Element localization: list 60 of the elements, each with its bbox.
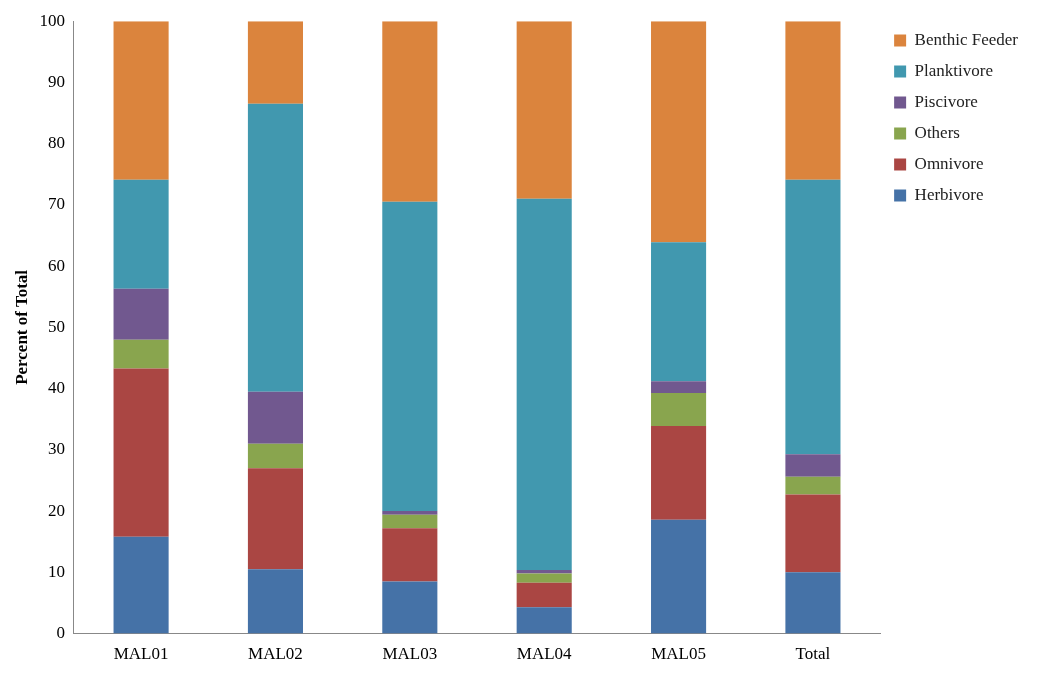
- bar: [113, 288, 169, 340]
- bar: [113, 21, 169, 180]
- bar: [516, 582, 572, 608]
- x-tick-label: MAL03: [382, 644, 438, 664]
- bar: [247, 21, 303, 104]
- y-tick-label: 0: [56, 623, 65, 643]
- x-tick-label: MAL05: [651, 644, 706, 664]
- x-tick-label: MAL04: [516, 644, 573, 664]
- bar: [516, 573, 572, 583]
- bar: [651, 242, 707, 382]
- bar: [516, 198, 572, 570]
- legend-label: Benthic Feeder: [914, 29, 1019, 49]
- legend-label: Planktivore: [914, 60, 994, 80]
- y-axis-title: Percent of Total: [11, 269, 31, 385]
- bar: [785, 21, 841, 180]
- bar: [113, 368, 169, 537]
- bar: [651, 381, 707, 393]
- legend-label: Herbivore: [914, 184, 984, 204]
- bar: [382, 581, 438, 634]
- bar: [785, 454, 841, 477]
- bar: [247, 391, 303, 444]
- bar: [651, 426, 707, 520]
- bar: [516, 607, 572, 634]
- bar: [247, 468, 303, 570]
- y-tick-label: 60: [47, 255, 65, 275]
- bar: [516, 569, 572, 574]
- y-tick-label: 90: [47, 71, 65, 91]
- bar: [247, 569, 303, 634]
- bar: [113, 179, 169, 289]
- bar: [785, 572, 841, 634]
- y-tick-label: 10: [47, 561, 65, 581]
- bar: [651, 519, 707, 634]
- y-tick-label: 40: [47, 378, 65, 398]
- bar: [247, 103, 303, 392]
- bar: [382, 21, 438, 202]
- x-tick-label: Total: [795, 644, 831, 664]
- y-tick-label: 80: [47, 133, 65, 153]
- legend-label: Others: [914, 122, 960, 142]
- bar: [382, 514, 438, 529]
- bar: [516, 21, 572, 199]
- y-tick-label: 100: [39, 10, 65, 30]
- bar: [785, 179, 841, 455]
- x-tick-label: MAL02: [248, 644, 303, 664]
- y-tick-label: 30: [47, 439, 65, 459]
- x-tick-label: MAL01: [113, 644, 169, 664]
- bar: [651, 392, 707, 426]
- bar: [785, 494, 841, 573]
- y-tick-label: 70: [47, 194, 65, 214]
- bar: [113, 536, 169, 634]
- bar: [382, 511, 438, 515]
- bar: [382, 201, 438, 512]
- bar: [785, 476, 841, 495]
- legend-label: Piscivore: [914, 91, 978, 111]
- bar: [113, 339, 169, 369]
- y-tick-label: 50: [47, 316, 65, 336]
- bar: [382, 528, 438, 582]
- bar: [651, 21, 707, 243]
- y-tick-label: 20: [47, 500, 65, 520]
- legend-label: Omnivore: [914, 153, 984, 173]
- bar: [247, 443, 303, 469]
